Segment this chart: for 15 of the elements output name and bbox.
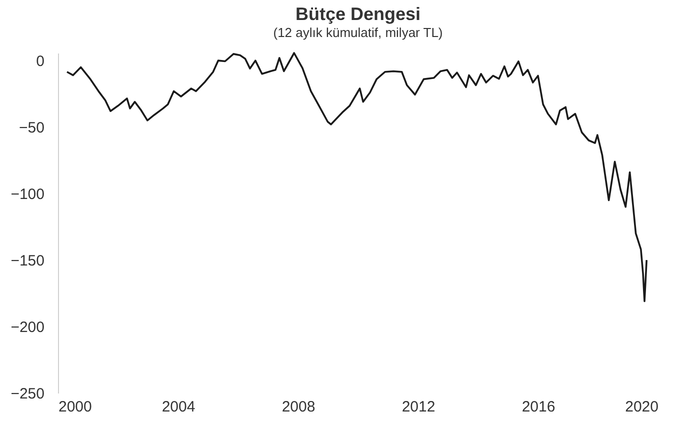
- y-tick-label: −100: [10, 186, 44, 204]
- line-series: [66, 52, 648, 302]
- y-tick-label: −200: [10, 319, 44, 336]
- y-tick-label: −250: [10, 386, 44, 402]
- y-tick-label: −150: [10, 252, 44, 270]
- x-tick-label: 2020: [625, 398, 658, 416]
- x-tick-label: 2004: [162, 398, 196, 416]
- y-tick-label: −50: [19, 120, 44, 137]
- x-tick-label: 2000: [58, 398, 92, 416]
- x-tick-label: 2012: [402, 398, 436, 416]
- x-tick-label: 2008: [282, 398, 316, 416]
- y-tick-label: 0: [36, 53, 44, 70]
- chart-subtitle: (12 aylık kümulatif, milyar TL): [273, 25, 443, 40]
- x-tick-label: 2016: [522, 398, 556, 416]
- chart-title: Bütçe Dengesi: [295, 4, 421, 24]
